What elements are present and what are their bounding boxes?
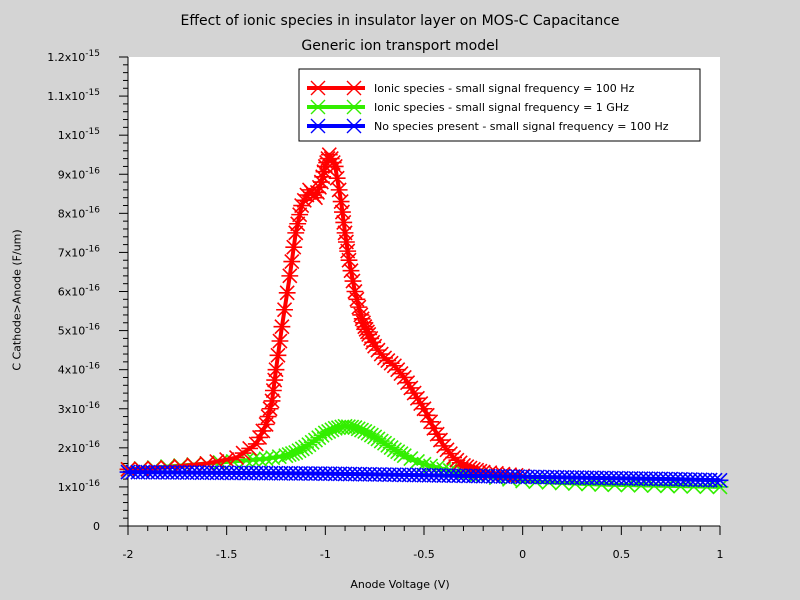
data-point-marker — [273, 319, 291, 335]
x-tick-label: 0 — [519, 548, 526, 561]
data-point-marker — [345, 80, 363, 96]
y-tick-label: 4x10-16 — [58, 362, 100, 377]
legend-label: Ionic species - small signal frequency =… — [374, 101, 629, 114]
chart-title: Effect of ionic species in insulator lay… — [180, 13, 620, 29]
data-point-marker — [208, 453, 226, 470]
y-tick-label: 9x10-16 — [58, 166, 100, 181]
x-tick-label: -2 — [123, 548, 134, 561]
data-point-marker — [276, 302, 293, 318]
data-point-marker — [283, 253, 301, 270]
data-point-marker — [269, 347, 287, 363]
data-point-marker — [271, 333, 289, 349]
data-point-marker — [285, 239, 303, 255]
data-point-marker — [309, 99, 327, 115]
y-tick-label: 2x10-16 — [58, 440, 100, 455]
data-point-marker — [218, 451, 236, 468]
y-tick-label: 1.2x10-15 — [47, 49, 100, 64]
legend-item: Ionic species - small signal frequency =… — [307, 80, 635, 96]
y-tick-label: 3x10-16 — [58, 401, 100, 416]
chart-subtitle: Generic ion transport model — [301, 38, 499, 54]
x-tick-label: -1.5 — [216, 548, 237, 561]
data-point-marker — [291, 207, 309, 223]
legend-label: Ionic species - small signal frequency =… — [374, 82, 635, 95]
data-point-marker — [711, 472, 729, 488]
y-tick-label: 1.1x10-15 — [47, 88, 100, 103]
x-tick-label: 1 — [717, 548, 724, 561]
x-tick-label: -0.5 — [413, 548, 434, 561]
data-point-marker — [309, 118, 327, 134]
legend-box — [298, 68, 701, 142]
x-tick-label: -1 — [320, 548, 331, 561]
y-tick-label: 1x10-15 — [58, 127, 100, 142]
data-point-marker — [287, 225, 305, 241]
legend: Ionic species - small signal frequency =… — [298, 68, 701, 142]
y-tick-label: 1x10-16 — [58, 479, 100, 494]
y-tick-label: 6x10-16 — [58, 284, 100, 299]
legend-item: Ionic species - small signal frequency =… — [307, 99, 629, 115]
y-tick-label: 7x10-16 — [58, 244, 100, 259]
data-point-marker — [281, 268, 299, 284]
x-axis-label: Anode Voltage (V) — [350, 578, 450, 591]
data-point-marker — [309, 80, 327, 96]
data-point-marker — [345, 118, 363, 134]
x-tick-label: 0.5 — [613, 548, 631, 561]
legend-label: No species present - small signal freque… — [374, 120, 669, 133]
y-tick-label: 8x10-16 — [58, 205, 100, 220]
series-blue — [119, 464, 729, 488]
data-point-marker — [267, 362, 285, 378]
data-point-marker — [278, 285, 296, 301]
legend-item: No species present - small signal freque… — [307, 118, 669, 134]
data-point-marker — [345, 99, 363, 115]
y-tick-label: 5x10-16 — [58, 323, 100, 338]
y-tick-label: 0 — [93, 520, 100, 533]
data-point-marker — [289, 216, 307, 232]
